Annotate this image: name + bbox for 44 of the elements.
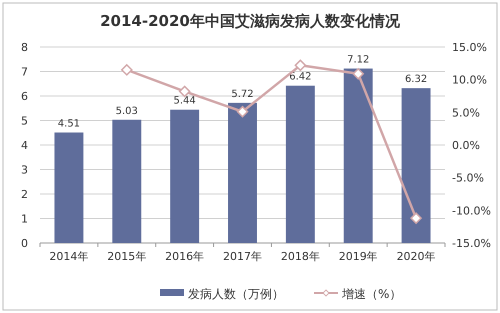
point [121, 64, 133, 76]
y2-tick-label: 5.0% [452, 106, 480, 120]
bar [112, 120, 142, 243]
legend-label: 发病人数（万例） [188, 287, 284, 301]
bar [228, 102, 257, 243]
y-tick-label: 2 [21, 188, 28, 201]
y-tick-label: 7 [21, 66, 28, 78]
y2-tick-label: -15.0% [452, 237, 491, 250]
point [352, 68, 364, 80]
x-tick-label: 2017年 [223, 250, 262, 263]
chart-title: 2014-2020年中国艾滋病发病人数变化情况 [100, 12, 401, 30]
data-label: 7.12 [347, 54, 370, 66]
x-tick-label: 2014年 [49, 250, 88, 263]
data-label: 5.44 [174, 96, 196, 107]
y2-tick-label: 0.0% [452, 139, 480, 152]
y-tick-label: 3 [21, 164, 28, 176]
legend-label: 增速（%） [341, 287, 402, 301]
x-tick-label: 2018年 [280, 250, 320, 263]
bar [402, 88, 431, 243]
point [410, 212, 422, 224]
data-label: 5.03 [116, 106, 138, 117]
x-tick-label: 2020年 [396, 250, 436, 263]
y2-tick-label: 10.0% [452, 74, 487, 87]
bar [170, 110, 200, 243]
y2-tick-label: 15.0% [452, 41, 487, 54]
data-label: 6.32 [404, 74, 428, 86]
bar [54, 132, 84, 243]
y-tick-label: 5 [21, 114, 28, 128]
point [294, 60, 306, 72]
y-tick-label: 1 [21, 212, 28, 226]
x-tick-label: 2015年 [107, 250, 146, 263]
y-tick-label: 8 [21, 41, 28, 54]
point [236, 106, 248, 118]
bar [286, 86, 315, 243]
x-tick-label: 2019年 [338, 250, 378, 263]
bar [344, 68, 373, 243]
y-tick-label: 0 [21, 237, 28, 250]
data-label: 5.72 [231, 88, 254, 100]
y-tick-label: 4 [21, 139, 28, 152]
x-tick-label: 2016年 [165, 250, 204, 263]
y2-tick-label: -10.0% [452, 204, 491, 218]
data-label: 4.51 [58, 118, 80, 130]
y-tick-label: 6 [21, 90, 28, 103]
y2-tick-label: -5.0% [452, 172, 484, 185]
